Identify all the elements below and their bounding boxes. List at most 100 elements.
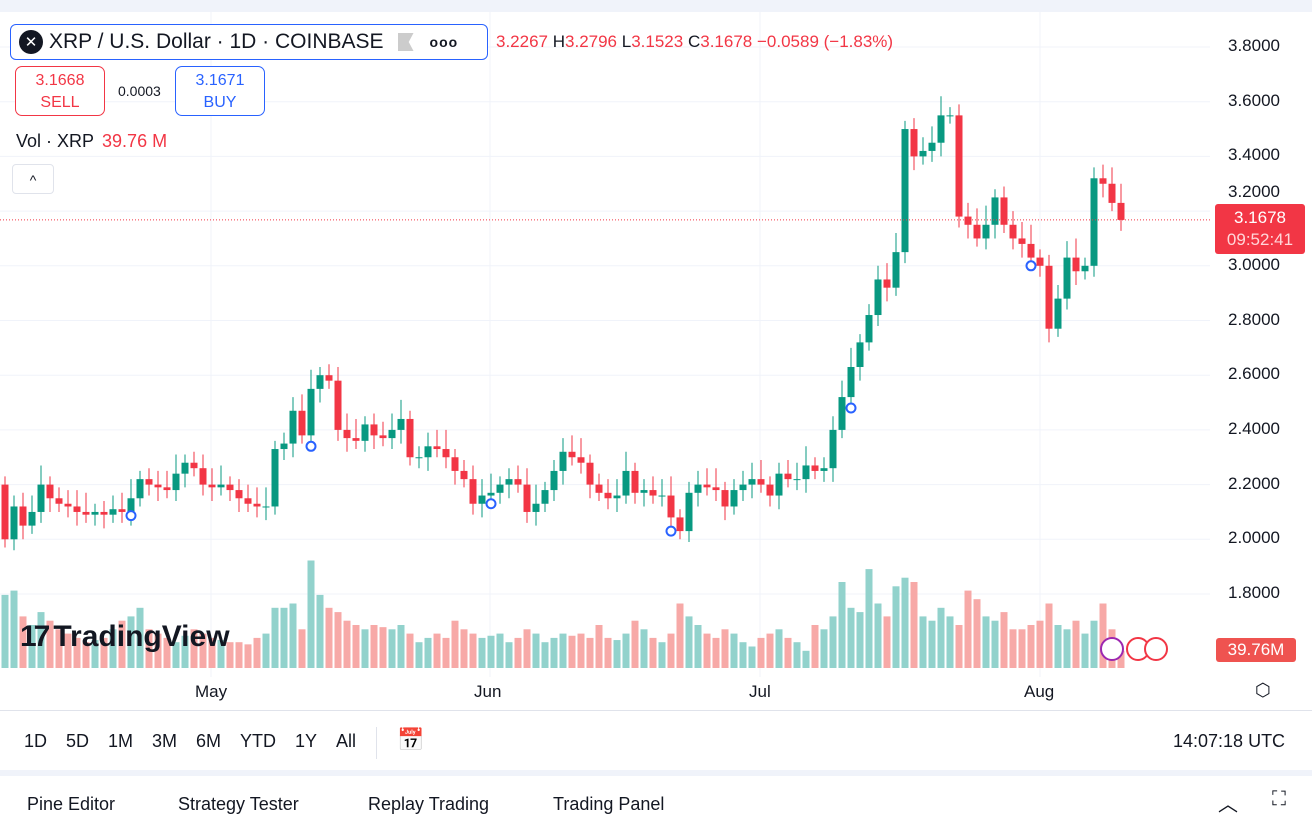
candle-body xyxy=(1108,183,1116,203)
candle-body xyxy=(208,484,216,488)
range-all[interactable]: All xyxy=(336,731,357,751)
candle-body xyxy=(658,495,666,497)
ohlc-values: 3.2267 H3.2796 L3.1523 C3.1678 −0.0589 (… xyxy=(496,32,893,52)
candle-body xyxy=(1099,178,1107,184)
utc-clock[interactable]: 14:07:18 UTC xyxy=(1173,731,1286,751)
volume-bar xyxy=(964,590,972,668)
volume-bar xyxy=(802,650,810,668)
candle-body xyxy=(199,468,207,485)
candle-body xyxy=(730,490,738,507)
volume-legend[interactable]: Vol · XRP 39.76 M xyxy=(16,131,167,152)
high-value: 3.2796 xyxy=(565,32,618,51)
candle-body xyxy=(235,490,243,499)
volume-bar xyxy=(415,642,423,668)
volume-bar xyxy=(1117,650,1125,668)
candle-body xyxy=(109,509,117,515)
high-label: H xyxy=(552,32,566,51)
volume-bar xyxy=(343,620,351,668)
time-label-may: May xyxy=(195,682,228,701)
maximize-panel-icon[interactable]: ⛶ xyxy=(1272,788,1286,810)
volume-bar xyxy=(541,642,549,668)
tab-trading-panel[interactable]: Trading Panel xyxy=(553,794,665,814)
settings-icon[interactable]: ⬡ xyxy=(1255,680,1271,700)
volume-bar xyxy=(892,586,900,668)
candle-body xyxy=(469,479,477,504)
candle-body xyxy=(442,449,450,458)
candle-body xyxy=(559,451,567,471)
range-1m[interactable]: 1M xyxy=(108,731,134,751)
tab-pine-editor[interactable]: Pine Editor xyxy=(27,794,116,814)
candle-body xyxy=(919,150,927,157)
range-6m[interactable]: 6M xyxy=(196,731,222,751)
candle-body xyxy=(145,479,153,485)
candle-body xyxy=(154,484,162,488)
volume-bar xyxy=(154,633,162,668)
volume-bar xyxy=(379,627,387,668)
range-ytd[interactable]: YTD xyxy=(240,731,276,751)
candle-body xyxy=(397,418,405,430)
volume-bar xyxy=(433,633,441,668)
tab-replay-trading[interactable]: Replay Trading xyxy=(368,794,490,814)
candle-body xyxy=(127,498,135,512)
volume-bar xyxy=(631,620,639,668)
candle-body xyxy=(82,511,90,515)
volume-bar xyxy=(856,612,864,668)
buy-button[interactable]: 3.1671 BUY xyxy=(175,66,265,116)
candle-body xyxy=(685,492,693,532)
range-5d[interactable]: 5D xyxy=(66,731,90,751)
volume-bar xyxy=(289,603,297,668)
volume-bar xyxy=(640,629,648,668)
volume-bar xyxy=(532,633,540,668)
volume-bar xyxy=(478,637,486,668)
price-tick: 2.0000 xyxy=(1228,528,1280,548)
symbol-legend[interactable]: ✕ XRP / U.S. Dollar · 1D · COINBASE ooo xyxy=(10,24,488,60)
candle-body xyxy=(307,388,315,436)
volume-bar xyxy=(919,616,927,668)
candle-body xyxy=(190,462,198,469)
volume-bar xyxy=(334,612,342,668)
volume-bar xyxy=(568,635,576,668)
candle-body xyxy=(496,484,504,493)
volume-bar xyxy=(757,637,765,668)
candle-body xyxy=(1072,257,1080,272)
price-chart[interactable] xyxy=(0,12,1312,710)
volume-bar xyxy=(658,642,666,668)
candle-body xyxy=(1117,202,1125,220)
volume-bar xyxy=(685,616,693,668)
symbol-title[interactable]: XRP / U.S. Dollar · 1D · COINBASE xyxy=(49,30,384,53)
candle-body xyxy=(1045,265,1053,329)
tab-strategy-tester[interactable]: Strategy Tester xyxy=(178,794,299,814)
candle-body xyxy=(910,129,918,157)
sell-button[interactable]: 3.1668 SELL xyxy=(15,66,105,116)
volume-bar xyxy=(244,644,252,668)
volume-bar xyxy=(361,629,369,668)
candle-body xyxy=(802,465,810,480)
collapse-legend-button[interactable]: ^ xyxy=(12,164,54,194)
volume-bar xyxy=(370,625,378,668)
volume-bar xyxy=(811,625,819,668)
volume-bar xyxy=(766,633,774,668)
go-to-date-calendar-icon[interactable]: 📅 xyxy=(397,727,425,752)
candle-body xyxy=(352,438,360,441)
candle-body xyxy=(595,484,603,493)
volume-bar xyxy=(514,637,522,668)
candle-body xyxy=(118,509,126,512)
volume-bar xyxy=(487,635,495,668)
candle-body xyxy=(928,142,936,151)
expand-panel-chevron-up-icon[interactable]: ︿ xyxy=(1218,794,1238,816)
more-icon[interactable]: ooo xyxy=(429,34,459,50)
candle-body xyxy=(892,252,900,288)
volume-bar xyxy=(838,582,846,668)
range-3m[interactable]: 3M xyxy=(152,731,178,751)
volume-bar xyxy=(127,616,135,668)
range-1y[interactable]: 1Y xyxy=(295,731,318,751)
volume-bar xyxy=(253,637,261,668)
volume-bar xyxy=(451,620,459,668)
candle-body xyxy=(1000,197,1008,225)
chart-pane[interactable] xyxy=(0,12,1312,710)
low-label: L xyxy=(621,32,632,51)
flag-icon[interactable] xyxy=(397,33,414,51)
volume-bar xyxy=(64,633,72,668)
candle-body xyxy=(415,457,423,459)
range-1d[interactable]: 1D xyxy=(24,731,48,751)
